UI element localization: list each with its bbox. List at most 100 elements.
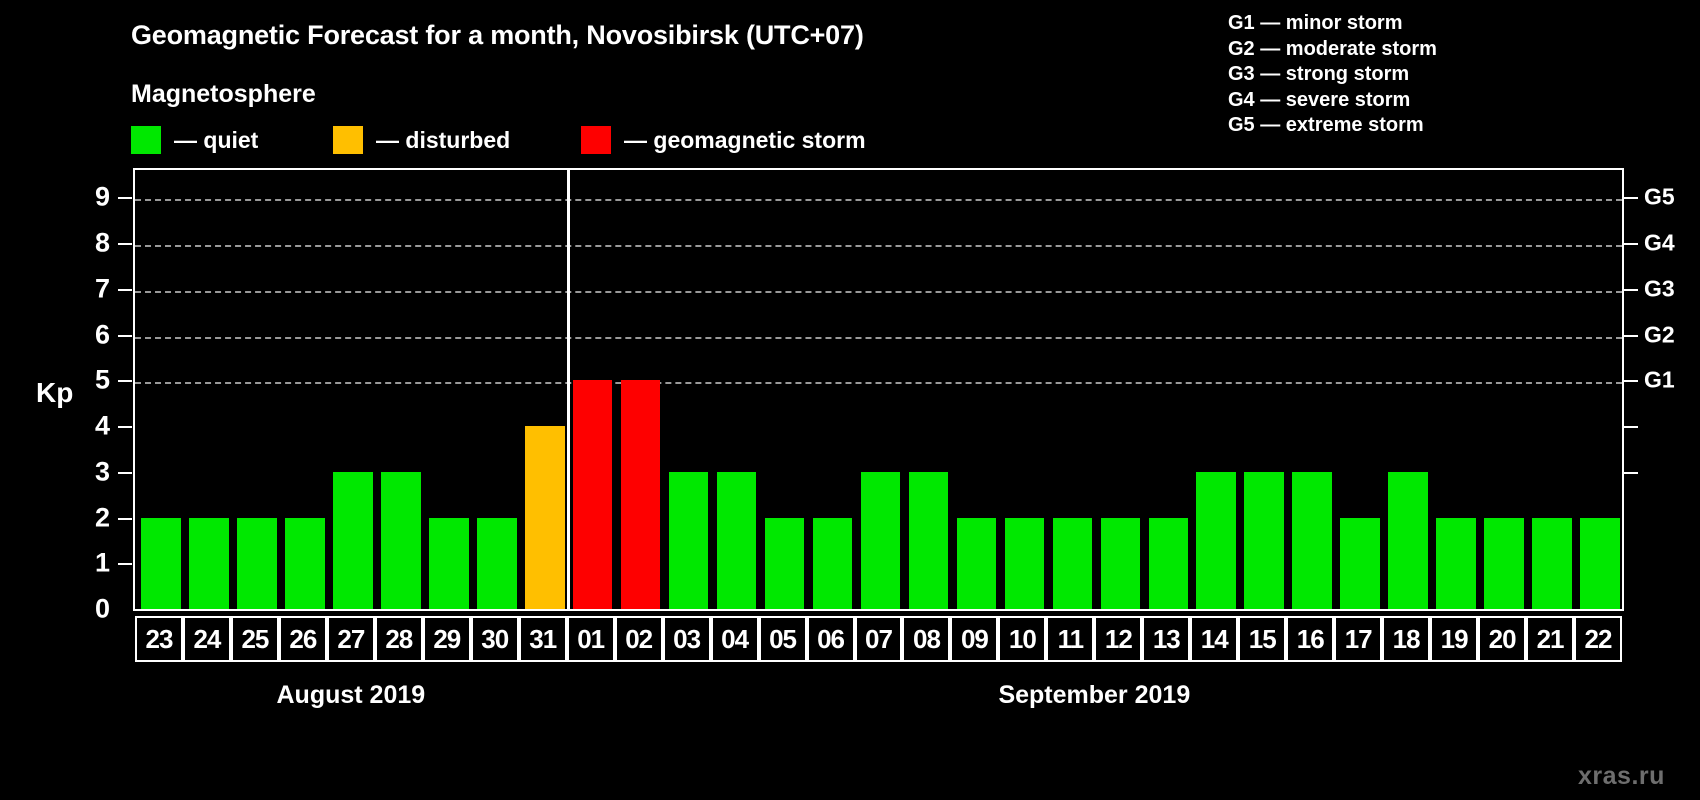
gridline-kp-9 <box>135 199 1622 202</box>
date-cell-01[interactable]: 01 <box>566 616 615 662</box>
date-cell-26[interactable]: 26 <box>278 616 327 662</box>
y-tick-mark-6 <box>118 334 132 337</box>
date-cell-29[interactable]: 29 <box>422 616 471 662</box>
bar-august-26 <box>285 517 325 609</box>
bar-september-01 <box>572 380 613 609</box>
y-tick-label-2: 2 <box>94 502 110 533</box>
g-tick-label-g2: G2 <box>1644 321 1675 348</box>
date-cell-15[interactable]: 15 <box>1238 616 1287 662</box>
bar-august-24 <box>189 517 229 609</box>
g-legend-line-1: G1 — minor storm <box>1228 12 1403 34</box>
g-tick-label-g1: G1 <box>1644 366 1675 393</box>
gridline-kp-5 <box>135 382 1622 385</box>
bar-september-10 <box>1004 517 1045 609</box>
watermark: xras.ru <box>1578 762 1665 790</box>
date-cell-21[interactable]: 21 <box>1526 616 1575 662</box>
date-cell-14[interactable]: 14 <box>1190 616 1239 662</box>
legend-swatch-quiet-icon <box>131 126 161 154</box>
date-cell-30[interactable]: 30 <box>470 616 519 662</box>
y-tick-mark-2 <box>118 517 132 520</box>
g-tick-mark-g3 <box>1624 288 1638 291</box>
date-cell-23[interactable]: 23 <box>135 616 183 662</box>
legend-item-storm: — geomagnetic storm <box>581 125 866 155</box>
date-cell-09[interactable]: 09 <box>950 616 999 662</box>
y-tick-mark-1 <box>118 563 132 566</box>
magnetosphere-label: Magnetosphere <box>131 80 316 108</box>
date-cell-27[interactable]: 27 <box>326 616 375 662</box>
y-tick-mark-4 <box>118 426 132 429</box>
g-tick-mark-g4 <box>1624 243 1638 246</box>
date-cell-07[interactable]: 07 <box>854 616 903 662</box>
gridline-kp-7 <box>135 290 1622 293</box>
date-cell-10[interactable]: 10 <box>998 616 1047 662</box>
bar-september-06 <box>812 517 853 609</box>
g-tick-label-g3: G3 <box>1644 275 1675 302</box>
bar-september-08 <box>908 471 949 609</box>
bar-september-16 <box>1292 471 1332 609</box>
date-cell-12[interactable]: 12 <box>1094 616 1143 662</box>
date-cell-11[interactable]: 11 <box>1046 616 1095 662</box>
date-cell-03[interactable]: 03 <box>662 616 711 662</box>
bar-september-22 <box>1580 517 1620 609</box>
bar-august-31 <box>524 426 565 609</box>
month-label-september: September 2019 <box>998 681 1191 709</box>
date-cell-25[interactable]: 25 <box>230 616 279 662</box>
date-cell-22[interactable]: 22 <box>1574 616 1622 662</box>
date-cell-28[interactable]: 28 <box>374 616 423 662</box>
bar-september-21 <box>1532 517 1572 609</box>
date-cell-17[interactable]: 17 <box>1334 616 1383 662</box>
y-tick-mark-8 <box>118 243 132 246</box>
bar-september-13 <box>1148 517 1189 609</box>
date-cell-08[interactable]: 08 <box>902 616 951 662</box>
bar-september-15 <box>1244 471 1285 609</box>
date-axis: 23 24 25 26 27 28 29 30 31 01 02 03 04 05 06 07 08 09 10 11… <box>133 616 1624 662</box>
bar-august-30 <box>476 517 517 609</box>
y-tick-label-5: 5 <box>94 364 110 395</box>
date-cell-31[interactable]: 31 <box>518 616 567 662</box>
date-cell-16[interactable]: 16 <box>1286 616 1335 662</box>
bar-august-27 <box>333 471 373 609</box>
date-cell-06[interactable]: 06 <box>806 616 855 662</box>
y-tick-mark-5 <box>118 380 132 383</box>
date-cell-13[interactable]: 13 <box>1142 616 1191 662</box>
bar-august-23 <box>141 517 181 609</box>
bar-september-07 <box>860 471 901 609</box>
bar-series <box>135 170 1622 609</box>
y-tick-label-1: 1 <box>94 547 110 578</box>
y-tick-label-9: 9 <box>94 181 110 212</box>
g-legend-line-3: G3 — strong storm <box>1228 63 1410 85</box>
legend-label-storm: — geomagnetic storm <box>624 126 866 153</box>
g-minor-tick-kp-3 <box>1624 471 1638 474</box>
bar-august-25 <box>237 517 277 609</box>
page-title: Geomagnetic Forecast for a month, Novosi… <box>131 20 864 50</box>
date-cell-19[interactable]: 19 <box>1430 616 1479 662</box>
month-label-august: August 2019 <box>276 681 426 709</box>
legend-label-quiet: — quiet <box>174 126 259 153</box>
date-cell-05[interactable]: 05 <box>758 616 807 662</box>
y-tick-label-7: 7 <box>94 273 110 304</box>
chart-plot-area <box>133 168 1624 611</box>
y-tick-label-8: 8 <box>94 227 110 258</box>
date-cell-24[interactable]: 24 <box>182 616 231 662</box>
y-tick-label-3: 3 <box>94 456 110 487</box>
bar-september-03 <box>668 471 709 609</box>
month-divider <box>567 170 571 609</box>
bar-september-02 <box>620 380 661 609</box>
g-tick-mark-g1 <box>1624 380 1638 383</box>
bar-september-20 <box>1484 517 1524 609</box>
date-cell-02[interactable]: 02 <box>614 616 663 662</box>
date-cell-20[interactable]: 20 <box>1478 616 1527 662</box>
bar-september-17 <box>1340 517 1380 609</box>
date-cell-04[interactable]: 04 <box>710 616 759 662</box>
gridline-kp-8 <box>135 245 1622 248</box>
y-tick-label-0: 0 <box>94 593 110 624</box>
date-cell-18[interactable]: 18 <box>1382 616 1431 662</box>
y-axis-title: Kp <box>36 377 74 408</box>
legend-item-quiet: — quiet <box>131 125 258 155</box>
y-tick-label-4: 4 <box>94 410 110 441</box>
legend-swatch-storm-icon <box>581 126 611 154</box>
y-tick-mark-3 <box>118 471 132 474</box>
bar-september-14 <box>1196 471 1237 609</box>
g-minor-tick-kp-4 <box>1624 426 1638 429</box>
bar-september-09 <box>956 517 997 609</box>
